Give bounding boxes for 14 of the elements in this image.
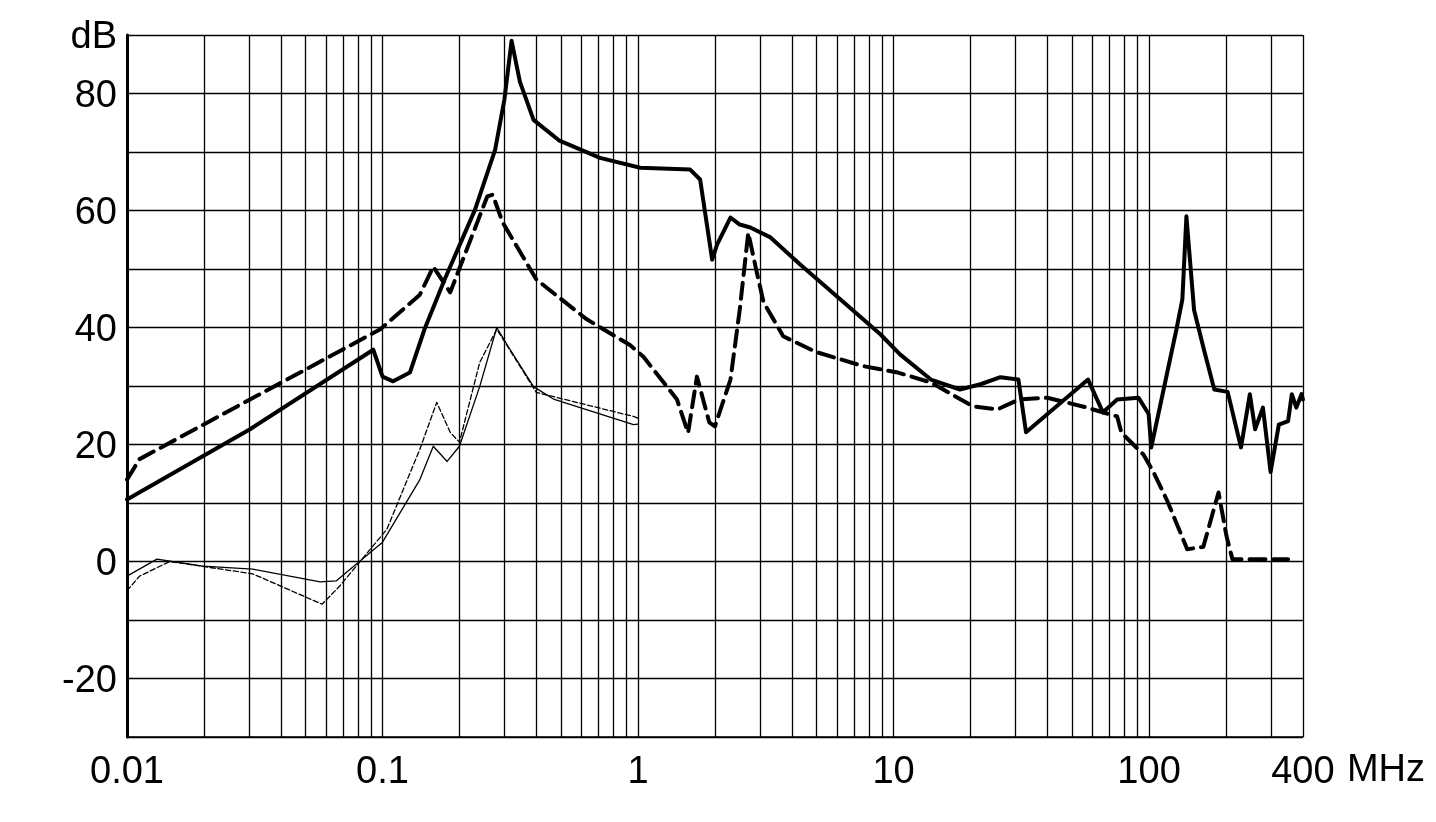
y-tick-label: 60 — [74, 189, 117, 232]
x-tick-label: 1 — [627, 749, 649, 791]
x-tick-label: 0.1 — [356, 749, 409, 791]
y-tick-label: -20 — [62, 657, 117, 700]
y-tick-label: dB — [70, 14, 117, 56]
x-tick-label: 0.01 — [90, 749, 164, 791]
y-tick-label: 80 — [74, 72, 117, 115]
y-tick-label: 40 — [74, 306, 117, 349]
x-tick-label: 100 — [1117, 749, 1181, 791]
y-tick-label: 20 — [74, 423, 117, 466]
x-axis-title: MHz — [1346, 747, 1426, 789]
y-tick-label: 0 — [95, 540, 117, 583]
x-tick-label: 400 — [1271, 749, 1335, 791]
x-tick-label: 10 — [872, 749, 915, 791]
